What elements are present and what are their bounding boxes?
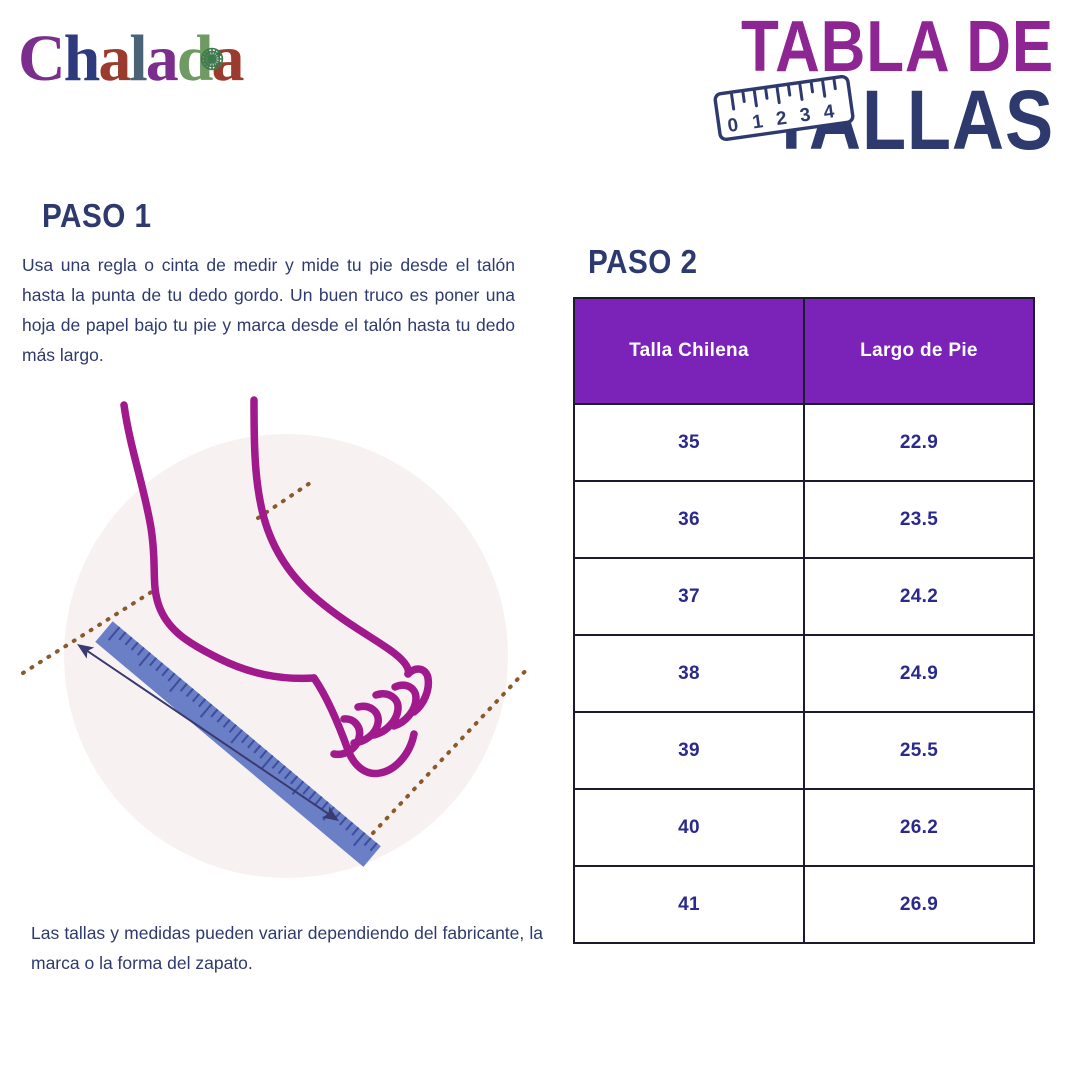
svg-text:4: 4 bbox=[822, 101, 836, 123]
cell-largo: 24.2 bbox=[803, 557, 1035, 636]
cell-talla: 39 bbox=[573, 711, 805, 790]
cell-largo: 25.5 bbox=[803, 711, 1035, 790]
disclaimer-note: Las tallas y medidas pueden variar depen… bbox=[31, 923, 543, 973]
size-chart-table: Talla Chilena Largo de Pie 35 22.9 36 23… bbox=[573, 297, 1035, 944]
cell-talla: 36 bbox=[573, 480, 805, 559]
ruler-graphic bbox=[95, 621, 381, 867]
table-row: 41 26.9 bbox=[573, 865, 1035, 944]
cell-largo: 24.9 bbox=[803, 634, 1035, 713]
svg-text:1: 1 bbox=[751, 111, 765, 133]
logo-letter-c: C bbox=[18, 22, 66, 95]
ruler-badge-icon: 0 1 2 3 4 bbox=[713, 74, 855, 142]
cell-largo: 26.2 bbox=[803, 788, 1035, 867]
table-row: 37 24.2 bbox=[573, 557, 1035, 636]
cell-largo: 23.5 bbox=[803, 480, 1035, 559]
table-body: 35 22.9 36 23.5 37 24.2 38 24.9 39 25.5 … bbox=[573, 403, 1035, 944]
step-1-instructions: Usa una regla o cinta de medir y mide tu… bbox=[22, 255, 515, 365]
svg-text:3: 3 bbox=[799, 104, 812, 126]
measurement-arrow bbox=[77, 643, 339, 822]
table-row: 36 23.5 bbox=[573, 480, 1035, 559]
column-header-talla-chilena: Talla Chilena bbox=[573, 297, 805, 405]
foot-outline bbox=[120, 396, 433, 778]
brand-logo-text: Chalada bbox=[18, 24, 278, 94]
heel-guide-line bbox=[21, 589, 155, 675]
cell-talla: 38 bbox=[573, 634, 805, 713]
step-1-heading: PASO 1 bbox=[42, 197, 152, 234]
table-header-row: Talla Chilena Largo de Pie bbox=[573, 297, 1035, 405]
cell-largo: 26.9 bbox=[803, 865, 1035, 944]
brand-logo: Chalada bbox=[18, 24, 278, 94]
ankle-guide-line bbox=[256, 481, 312, 520]
step-2-heading: PASO 2 bbox=[588, 243, 698, 280]
page-title: TABLA DE TALLAS 0 1 2 3 4 bbox=[624, 7, 1054, 162]
cell-talla: 37 bbox=[573, 557, 805, 636]
flower-mandala-icon bbox=[200, 47, 224, 71]
cell-largo: 22.9 bbox=[803, 403, 1035, 482]
logo-letter-a2: a bbox=[145, 22, 179, 95]
title-line-1: TABLA DE bbox=[740, 7, 1054, 87]
logo-letter-h: h bbox=[63, 22, 101, 95]
cell-talla: 35 bbox=[573, 403, 805, 482]
table-row: 35 22.9 bbox=[573, 403, 1035, 482]
svg-text:2: 2 bbox=[775, 108, 788, 130]
column-header-largo-de-pie: Largo de Pie bbox=[803, 297, 1035, 405]
foot-measurement-illustration bbox=[21, 396, 532, 878]
cell-talla: 41 bbox=[573, 865, 805, 944]
cell-talla: 40 bbox=[573, 788, 805, 867]
svg-text:0: 0 bbox=[726, 115, 739, 137]
table-row: 38 24.9 bbox=[573, 634, 1035, 713]
toe-guide-line bbox=[371, 664, 532, 835]
logo-letter-a1: a bbox=[98, 22, 131, 95]
table-row: 39 25.5 bbox=[573, 711, 1035, 790]
table-row: 40 26.2 bbox=[573, 788, 1035, 867]
logo-letter-l: l bbox=[129, 22, 147, 95]
